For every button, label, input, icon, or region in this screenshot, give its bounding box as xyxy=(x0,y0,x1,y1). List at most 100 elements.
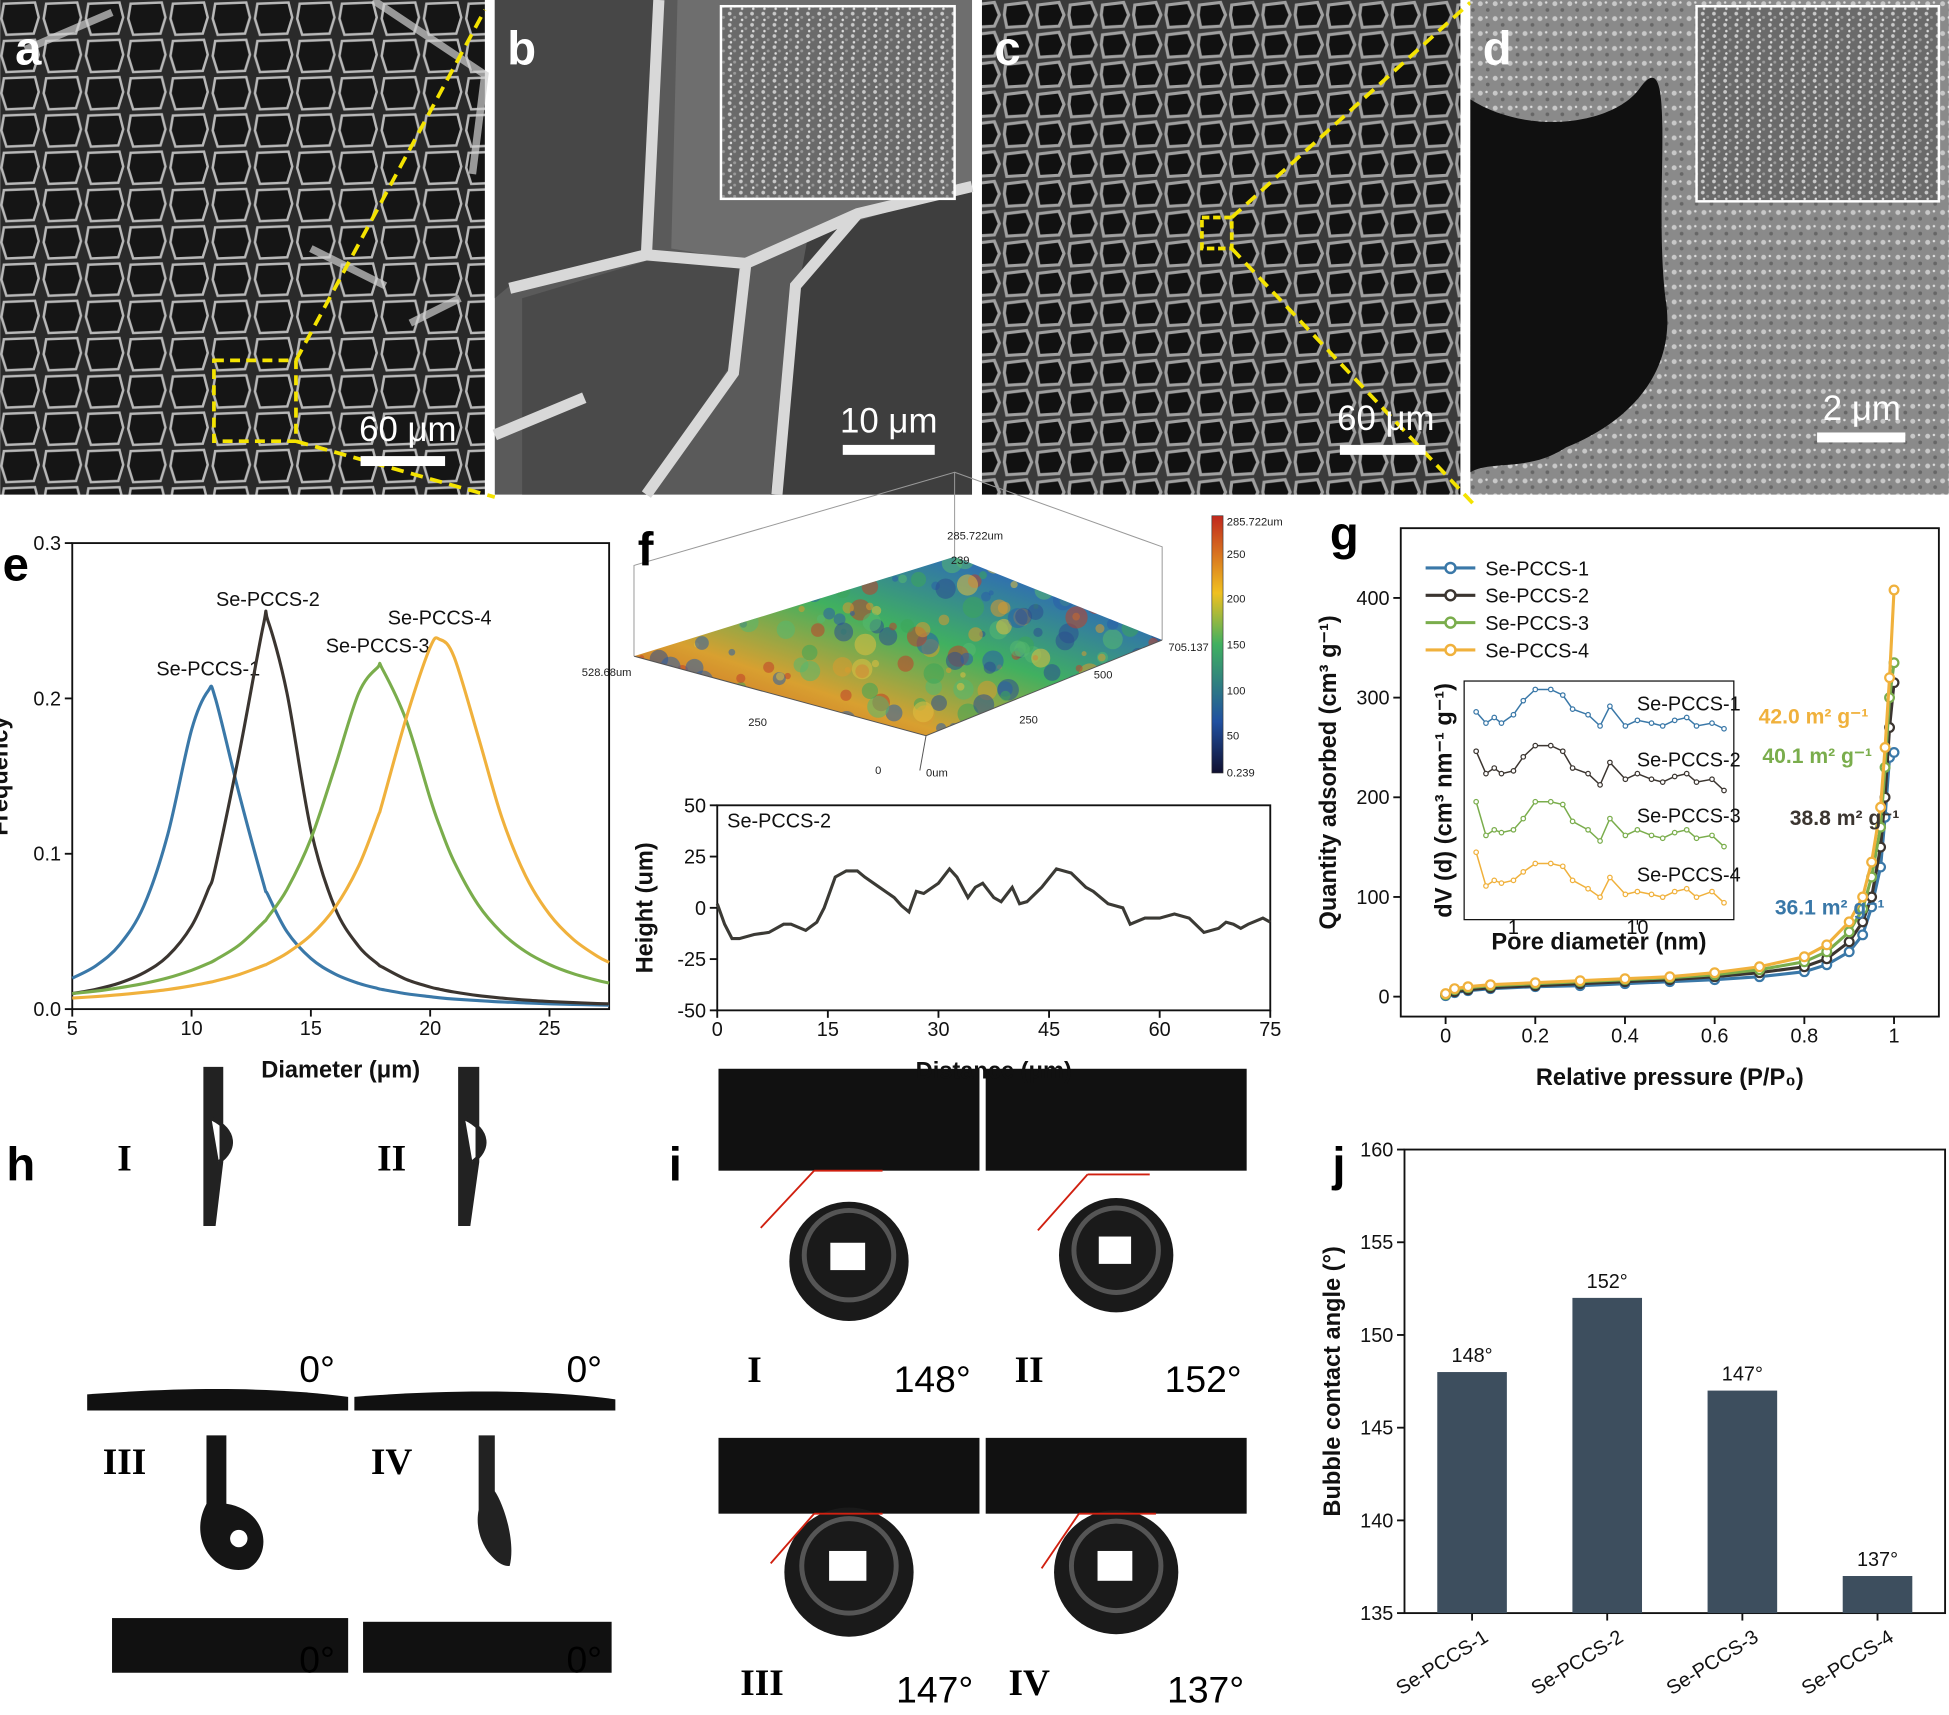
texture xyxy=(657,687,669,699)
y-tick-label: 145 xyxy=(1360,1418,1393,1440)
texture xyxy=(1034,580,1054,600)
data-point xyxy=(1491,877,1498,884)
data-point xyxy=(1559,863,1566,870)
data-point xyxy=(1532,686,1539,693)
texture xyxy=(659,561,667,569)
texture xyxy=(865,602,874,611)
legend-label: Se-PCCS-3 xyxy=(1485,613,1589,635)
texture xyxy=(823,607,836,620)
panel-label: c xyxy=(994,23,1020,76)
texture xyxy=(662,614,677,628)
texture xyxy=(1095,623,1105,634)
data-point xyxy=(1634,826,1641,833)
series-line xyxy=(715,866,1272,941)
angle-label: 0° xyxy=(566,1348,602,1390)
texture xyxy=(709,610,727,628)
texture xyxy=(1134,692,1151,710)
data-point xyxy=(1569,818,1576,825)
texture xyxy=(727,601,750,624)
texture xyxy=(1150,585,1163,602)
sem-image-d xyxy=(1470,0,1949,495)
data-point xyxy=(1659,723,1666,729)
y-tick-label: 0.2 xyxy=(33,688,61,710)
texture xyxy=(1010,581,1018,589)
texture xyxy=(1102,629,1123,650)
panel-label: b xyxy=(507,23,536,76)
texture xyxy=(1108,560,1120,573)
texture xyxy=(977,716,992,731)
texture xyxy=(898,574,907,584)
x-tick-label: 1 xyxy=(1889,1025,1900,1047)
texture xyxy=(671,604,687,620)
texture xyxy=(872,727,886,736)
data-point xyxy=(1693,779,1700,785)
panel-label: f xyxy=(638,523,654,576)
panel-label: i xyxy=(669,1139,682,1192)
data-point xyxy=(1532,742,1539,749)
data-point xyxy=(1532,860,1539,867)
y-tick-label: 50 xyxy=(684,795,706,817)
texture xyxy=(719,565,729,576)
data-point xyxy=(1721,787,1727,794)
sample-label: III xyxy=(740,1663,784,1704)
data-point xyxy=(1709,776,1715,783)
y-tick-label: 100 xyxy=(1356,887,1389,909)
texture xyxy=(851,658,873,680)
texture xyxy=(689,583,699,593)
bubble-image-i xyxy=(718,1068,1247,1637)
texture xyxy=(1031,648,1051,668)
data-point xyxy=(1510,826,1517,833)
texture xyxy=(1139,577,1154,592)
texture xyxy=(867,695,890,718)
texture xyxy=(997,601,1011,615)
series-label: Se-PCCS-1 xyxy=(156,659,260,681)
texture xyxy=(674,571,680,578)
texture xyxy=(962,596,985,619)
texture xyxy=(695,636,709,650)
y-tick-label: 0 xyxy=(695,898,706,920)
sample-label: III xyxy=(103,1442,147,1483)
data-point xyxy=(1483,883,1489,889)
topo-label: 528.68um xyxy=(582,667,632,679)
texture xyxy=(653,662,663,672)
data-point xyxy=(1622,776,1629,783)
texture xyxy=(988,720,1010,736)
texture xyxy=(878,627,898,646)
texture xyxy=(1052,589,1074,611)
data-point xyxy=(1520,697,1527,704)
value-label: 148° xyxy=(1452,1345,1493,1367)
x-tick-label: 10 xyxy=(181,1018,203,1040)
sample-label: IV xyxy=(371,1442,413,1483)
texture xyxy=(832,657,853,677)
texture xyxy=(1000,690,1011,701)
texture xyxy=(956,682,965,691)
texture xyxy=(635,592,642,599)
topo-label: 0um xyxy=(926,768,948,780)
texture xyxy=(738,612,759,633)
legend-label: Se-PCCS-1 xyxy=(1485,558,1589,580)
bar xyxy=(1572,1297,1643,1614)
data-point xyxy=(1607,703,1613,710)
data-point xyxy=(1664,971,1676,983)
data-point xyxy=(1585,885,1591,892)
data-point xyxy=(1843,926,1855,938)
y-axis-label: Quantity adsorbed (cm³ g⁻¹) xyxy=(1316,615,1342,929)
panel-label: g xyxy=(1330,507,1359,560)
data-point xyxy=(1659,779,1666,785)
series-line xyxy=(72,636,610,1000)
texture xyxy=(666,556,682,565)
texture xyxy=(736,673,746,683)
texture xyxy=(784,672,791,680)
data-point xyxy=(1648,891,1655,898)
y-tick-label: 0.3 xyxy=(33,533,61,555)
texture xyxy=(1091,707,1112,728)
x-tick-label: 0 xyxy=(712,1019,723,1041)
x-axis-label: Distance (μm) xyxy=(916,1059,1072,1085)
y-tick-label: 0 xyxy=(1379,987,1390,1009)
x-tick-label: 0.2 xyxy=(1521,1025,1549,1047)
texture xyxy=(733,590,753,610)
texture xyxy=(677,627,685,635)
y-tick-label: -50 xyxy=(677,1000,706,1022)
texture xyxy=(1133,565,1142,574)
x-tick-label: 60 xyxy=(1149,1019,1171,1041)
